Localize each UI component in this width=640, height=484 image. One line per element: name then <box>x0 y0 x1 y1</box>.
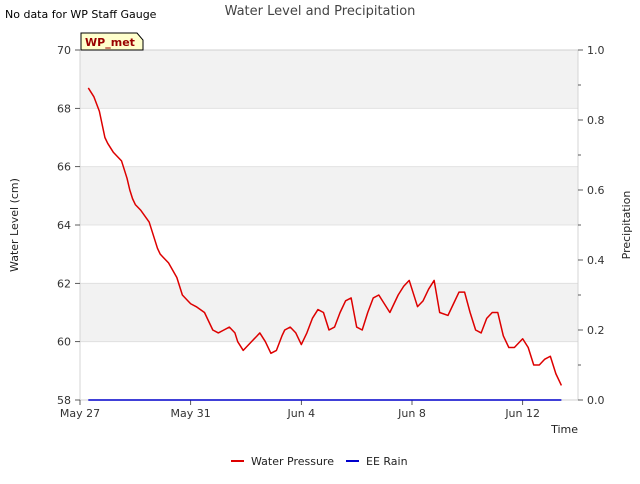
chart-title: Water Level and Precipitation <box>225 4 416 19</box>
plot-band <box>80 108 578 167</box>
series-layer <box>87 87 563 401</box>
series-line-water-pressure <box>87 87 563 386</box>
plot-band <box>80 341 578 400</box>
legend-label: Water Pressure <box>251 455 334 468</box>
background-bands <box>80 50 578 400</box>
y-tick-label: 64 <box>57 219 71 232</box>
plot-band <box>80 50 578 109</box>
plot-band <box>80 225 578 284</box>
y-tick-label: 66 <box>57 161 71 174</box>
y-tick-label: 62 <box>57 277 71 290</box>
x-tick-label: Jun 8 <box>397 407 426 420</box>
legend-label: EE Rain <box>366 455 408 468</box>
y2-tick-label: 0.2 <box>587 324 605 337</box>
x-axis-title: Time <box>550 423 578 436</box>
y-tick-label: 68 <box>57 102 71 115</box>
left-axis: 58 60 62 64 66 68 70 <box>57 44 80 407</box>
x-tick-label: Jun 4 <box>286 407 315 420</box>
y2-axis-title: Precipitation <box>620 191 633 260</box>
y2-tick-label: 1.0 <box>587 44 605 57</box>
badge-label: WP_met <box>85 36 135 49</box>
right-axis: 0.0 0.2 0.4 0.6 0.8 1.0 <box>578 44 605 407</box>
x-tick-label: May 27 <box>60 407 100 420</box>
wp-met-badge: WP_met <box>80 32 144 51</box>
no-data-note: No data for WP Staff Gauge <box>5 8 157 21</box>
y-axis-title: Water Level (cm) <box>8 178 21 272</box>
y2-tick-label: 0.4 <box>587 254 605 267</box>
x-axis: May 27 May 31 Jun 4 Jun 8 Jun 12 <box>60 400 540 420</box>
legend: Water Pressure EE Rain <box>231 455 408 468</box>
x-tick-label: Jun 12 <box>504 407 540 420</box>
plot-band <box>80 166 578 225</box>
y2-tick-label: 0.8 <box>587 114 605 127</box>
y-tick-label: 70 <box>57 44 71 57</box>
y2-tick-label: 0.0 <box>587 394 605 407</box>
x-tick-label: May 31 <box>171 407 211 420</box>
y-tick-label: 58 <box>57 394 71 407</box>
y2-tick-label: 0.6 <box>587 184 605 197</box>
y-tick-label: 60 <box>57 336 71 349</box>
